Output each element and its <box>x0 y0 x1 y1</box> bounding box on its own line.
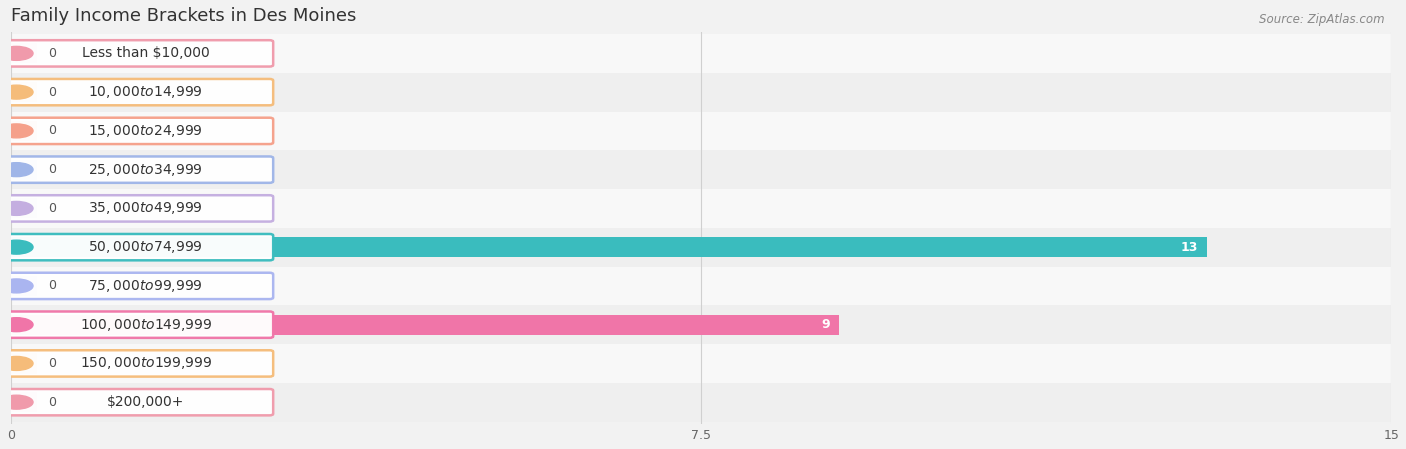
Bar <box>11 73 1391 111</box>
Bar <box>11 34 1391 73</box>
Circle shape <box>0 240 32 254</box>
Bar <box>11 43 37 63</box>
Text: 13: 13 <box>1181 241 1198 254</box>
FancyBboxPatch shape <box>4 273 273 299</box>
Bar <box>11 315 839 335</box>
Bar <box>11 121 37 141</box>
Bar <box>11 276 37 296</box>
Bar <box>11 237 1208 257</box>
Text: 0: 0 <box>48 86 56 99</box>
FancyBboxPatch shape <box>4 79 273 106</box>
Text: 0: 0 <box>48 396 56 409</box>
Bar <box>11 228 1391 267</box>
Circle shape <box>0 202 32 216</box>
Circle shape <box>0 163 32 176</box>
Text: $15,000 to $24,999: $15,000 to $24,999 <box>89 123 202 139</box>
Bar <box>11 82 37 102</box>
FancyBboxPatch shape <box>4 156 273 183</box>
FancyBboxPatch shape <box>4 389 273 415</box>
Text: $50,000 to $74,999: $50,000 to $74,999 <box>89 239 202 255</box>
FancyBboxPatch shape <box>4 195 273 221</box>
Bar <box>11 344 1391 383</box>
Text: 0: 0 <box>48 357 56 370</box>
Circle shape <box>0 124 32 138</box>
FancyBboxPatch shape <box>4 118 273 144</box>
Text: 0: 0 <box>48 279 56 292</box>
Text: 0: 0 <box>48 124 56 137</box>
Circle shape <box>0 318 32 332</box>
Circle shape <box>0 357 32 370</box>
Bar <box>11 305 1391 344</box>
FancyBboxPatch shape <box>4 350 273 377</box>
Bar <box>11 189 1391 228</box>
Text: $75,000 to $99,999: $75,000 to $99,999 <box>89 278 202 294</box>
Text: 9: 9 <box>821 318 830 331</box>
Text: $100,000 to $149,999: $100,000 to $149,999 <box>80 317 212 333</box>
Text: Source: ZipAtlas.com: Source: ZipAtlas.com <box>1260 13 1385 26</box>
Text: $25,000 to $34,999: $25,000 to $34,999 <box>89 162 202 178</box>
Bar <box>11 353 37 374</box>
Bar <box>11 392 37 412</box>
Bar <box>11 198 37 219</box>
Bar <box>11 150 1391 189</box>
Text: 0: 0 <box>48 163 56 176</box>
Circle shape <box>0 395 32 409</box>
Bar <box>11 159 37 180</box>
Text: Family Income Brackets in Des Moines: Family Income Brackets in Des Moines <box>11 7 356 25</box>
Text: Less than $10,000: Less than $10,000 <box>82 46 209 60</box>
Text: 0: 0 <box>48 47 56 60</box>
Bar <box>11 111 1391 150</box>
Circle shape <box>0 279 32 293</box>
Text: $35,000 to $49,999: $35,000 to $49,999 <box>89 200 202 216</box>
FancyBboxPatch shape <box>4 40 273 66</box>
Circle shape <box>0 85 32 99</box>
FancyBboxPatch shape <box>4 312 273 338</box>
FancyBboxPatch shape <box>4 234 273 260</box>
Bar <box>11 267 1391 305</box>
Text: 0: 0 <box>48 202 56 215</box>
Circle shape <box>0 46 32 60</box>
Text: $150,000 to $199,999: $150,000 to $199,999 <box>80 356 212 371</box>
Text: $200,000+: $200,000+ <box>107 395 184 409</box>
Bar <box>11 383 1391 422</box>
Text: $10,000 to $14,999: $10,000 to $14,999 <box>89 84 202 100</box>
